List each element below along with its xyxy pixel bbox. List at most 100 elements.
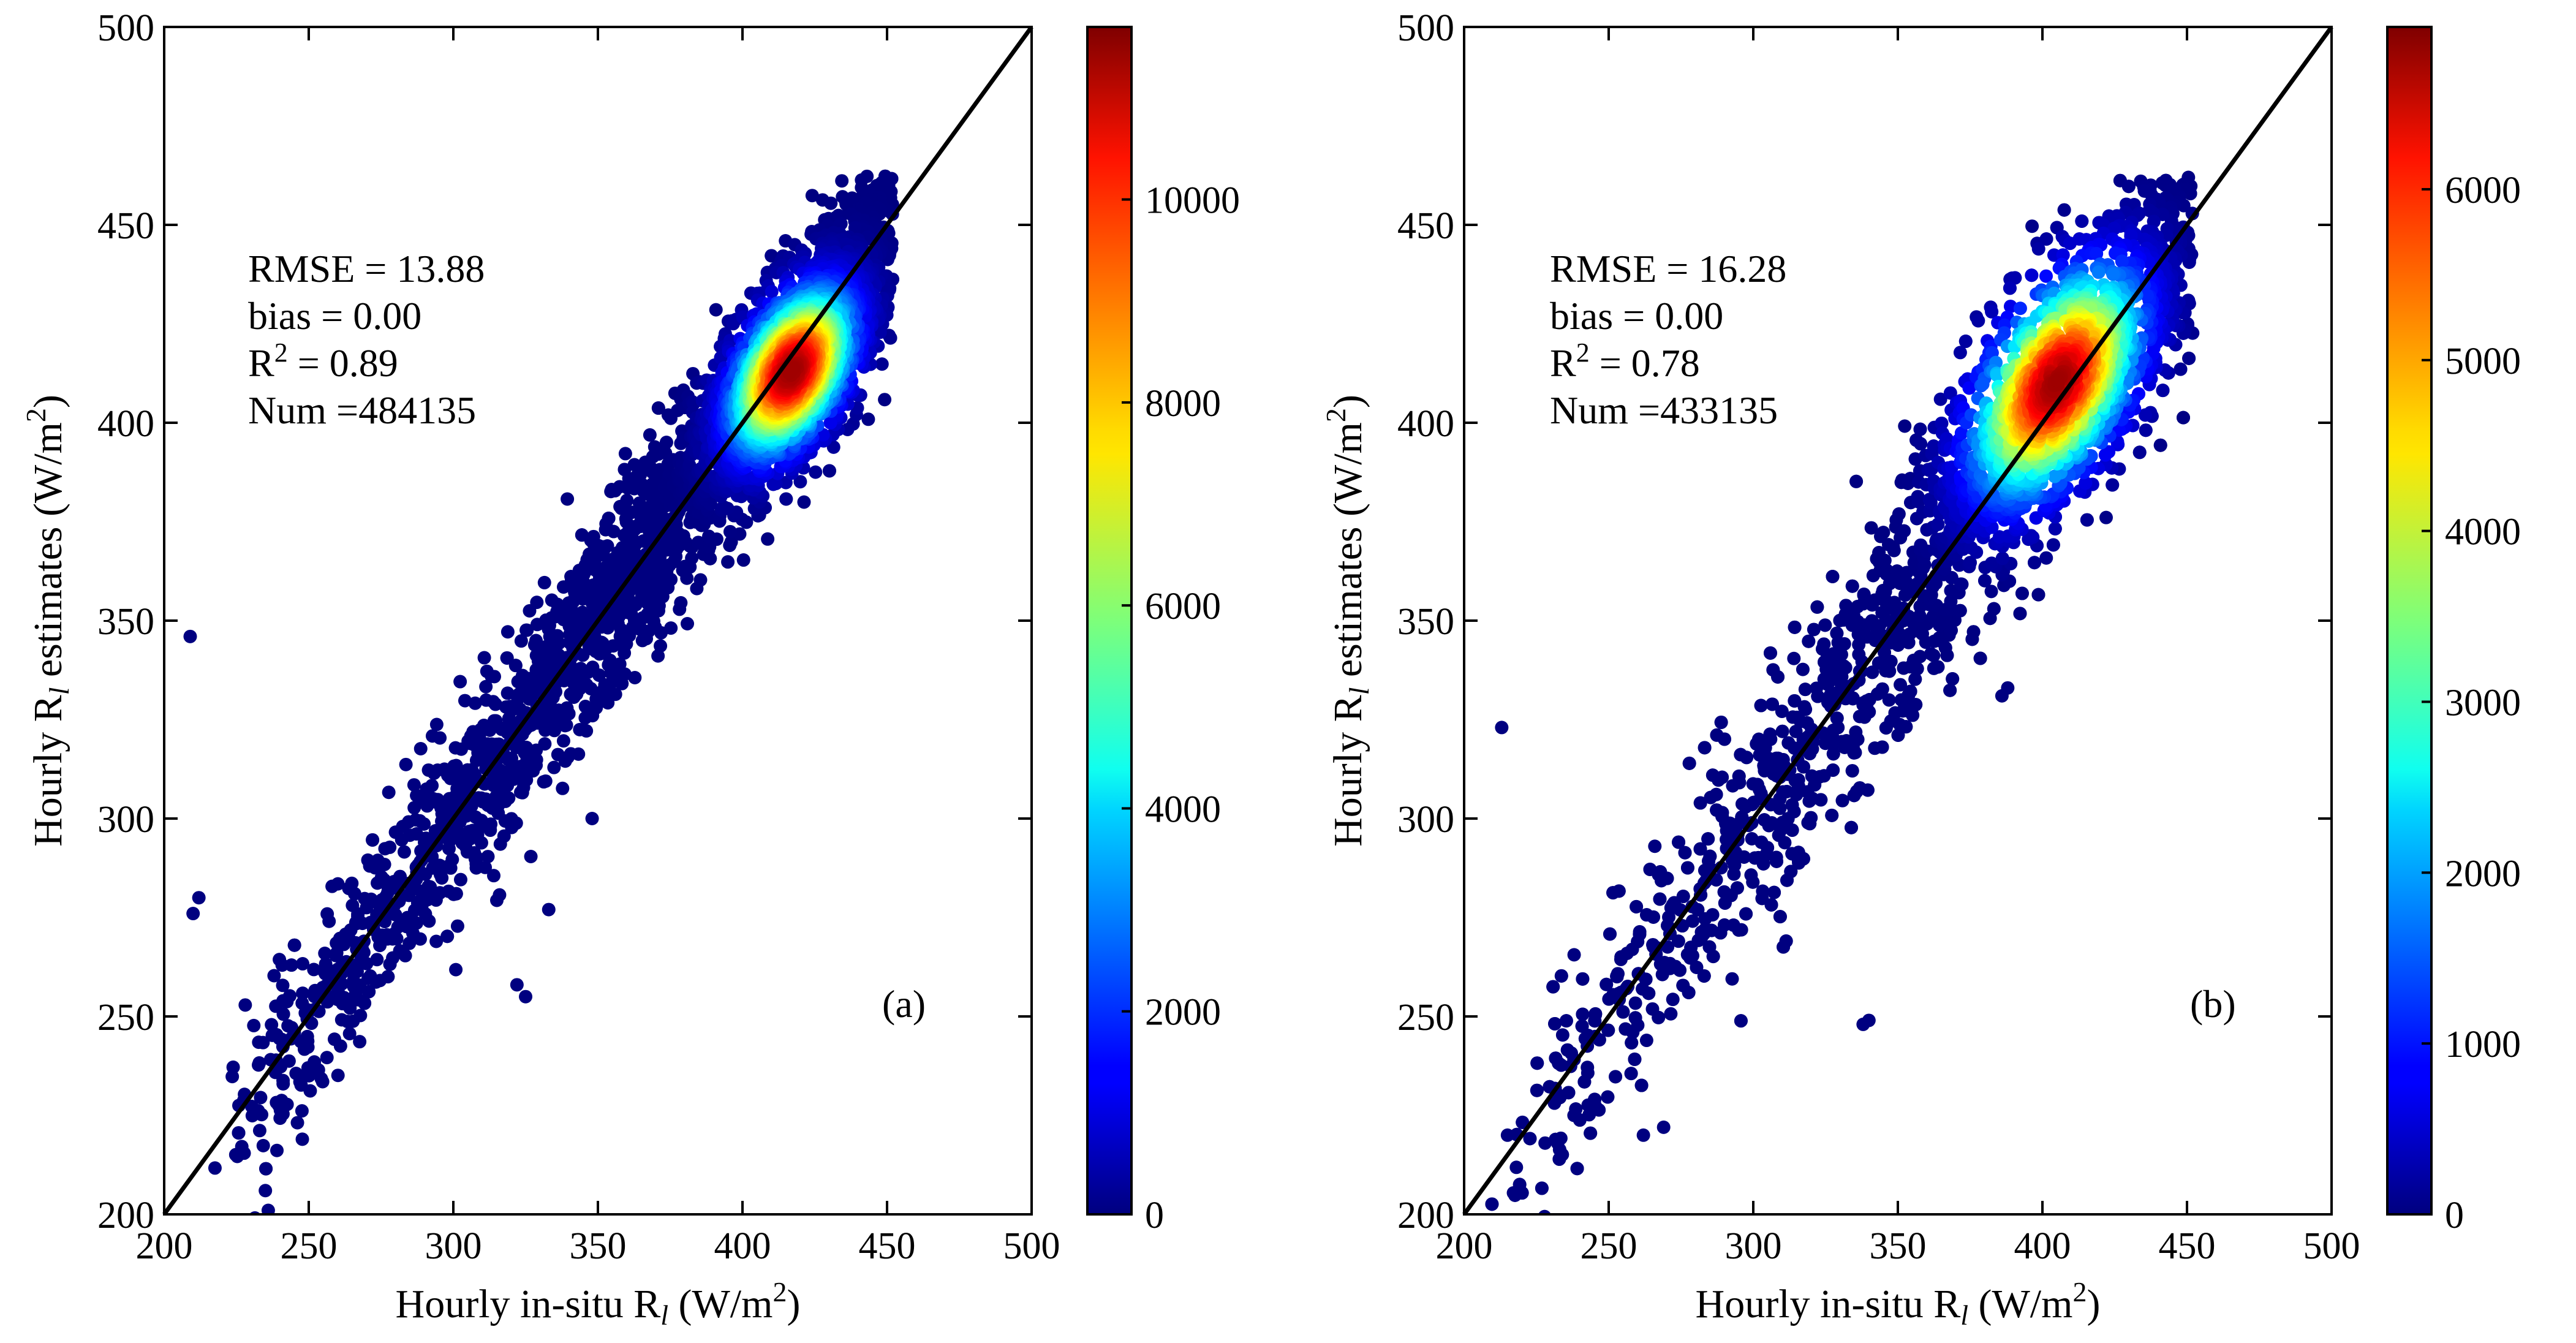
density-point <box>628 670 642 684</box>
r2-text-a: R2 = 0.89 <box>248 338 398 385</box>
density-point <box>510 978 524 992</box>
density-point <box>1802 634 1816 648</box>
density-point <box>1766 697 1780 711</box>
density-point <box>1576 972 1590 986</box>
density-point <box>1845 764 1859 778</box>
density-point <box>280 1097 294 1111</box>
density-point <box>585 812 599 825</box>
density-point <box>381 970 395 984</box>
density-point <box>875 357 889 371</box>
density-point <box>659 435 673 449</box>
density-point <box>377 857 391 871</box>
density-point <box>318 947 332 961</box>
density-point <box>709 303 723 317</box>
density-point <box>1739 907 1753 921</box>
density-point <box>477 651 491 665</box>
density-point <box>295 1132 309 1146</box>
density-point <box>492 737 506 751</box>
density-point <box>1535 1181 1549 1195</box>
density-point <box>358 996 372 1010</box>
y-tick-label: 250 <box>97 997 154 1038</box>
density-point <box>797 495 811 509</box>
density-point <box>1664 1007 1678 1021</box>
density-point <box>1581 1061 1595 1075</box>
density-point <box>654 639 668 653</box>
density-point <box>1555 1028 1569 1042</box>
density-point <box>265 1018 279 1032</box>
density-point <box>643 428 657 442</box>
panel-label-a: (a) <box>882 982 926 1026</box>
density-point <box>353 1008 368 1023</box>
density-point <box>1825 808 1839 822</box>
density-point <box>1576 1007 1590 1021</box>
density-point <box>1682 756 1696 770</box>
density-point <box>232 1126 246 1140</box>
density-point <box>1575 1019 1589 1033</box>
density-point <box>259 1184 273 1198</box>
density-point <box>295 1104 309 1118</box>
density-point <box>275 958 289 972</box>
density-point <box>282 1054 296 1068</box>
density-point <box>1775 724 1789 738</box>
density-point <box>366 833 380 847</box>
density-point <box>458 694 472 708</box>
density-point <box>595 637 610 651</box>
density-point <box>1673 963 1687 977</box>
density-point <box>1554 969 1568 983</box>
density-point <box>1734 1014 1748 1028</box>
density-point <box>1530 1056 1544 1070</box>
scatter-panel-b: 200 250 300 350 400 450 5002002503003504004505… <box>1320 7 2521 1331</box>
density-point <box>252 1124 266 1138</box>
density-point <box>674 596 688 610</box>
density-point <box>186 907 200 921</box>
density-point <box>1775 705 1789 719</box>
density-point <box>1642 986 1656 1001</box>
density-point <box>602 512 616 526</box>
density-point <box>478 860 493 874</box>
colorbar-frame-a <box>1086 26 1133 1216</box>
density-point <box>1709 787 1723 801</box>
colorbar-tick-label: 0 <box>1145 1195 1164 1236</box>
density-point <box>449 887 463 901</box>
density-point <box>1862 1013 1876 1027</box>
density-point <box>226 1060 240 1074</box>
density-point <box>542 902 556 917</box>
density-point <box>1715 770 1729 784</box>
density-point <box>1797 700 1811 714</box>
density-point <box>620 493 634 507</box>
density-point <box>578 700 592 714</box>
density-point <box>1763 727 1777 741</box>
density-point <box>353 1035 367 1049</box>
density-point <box>303 1084 317 1098</box>
density-point <box>419 831 433 846</box>
density-point <box>504 812 518 826</box>
density-point <box>1798 683 1812 697</box>
density-point <box>651 401 665 415</box>
density-point <box>580 724 594 738</box>
density-point <box>1734 923 1748 937</box>
density-point <box>765 285 779 299</box>
density-point <box>809 465 823 479</box>
density-point <box>560 701 574 715</box>
density-point <box>235 1140 249 1154</box>
density-point <box>1776 752 1790 766</box>
colorbar-gradient-a <box>1087 27 1131 1214</box>
density-point <box>370 953 384 967</box>
density-point <box>497 829 511 843</box>
density-point <box>402 936 417 950</box>
density-point <box>450 919 464 933</box>
density-point <box>1804 811 1818 825</box>
x-tick-label: 300 <box>425 1225 482 1267</box>
density-point <box>693 573 708 587</box>
density-point <box>1546 980 1560 994</box>
density-point <box>530 596 544 610</box>
density-point <box>1634 1078 1649 1092</box>
density-point <box>721 555 735 569</box>
density-point <box>736 553 750 567</box>
density-point <box>600 539 614 553</box>
density-point <box>300 1029 314 1043</box>
density-point <box>1672 835 1686 849</box>
density-point <box>1559 1014 1573 1028</box>
